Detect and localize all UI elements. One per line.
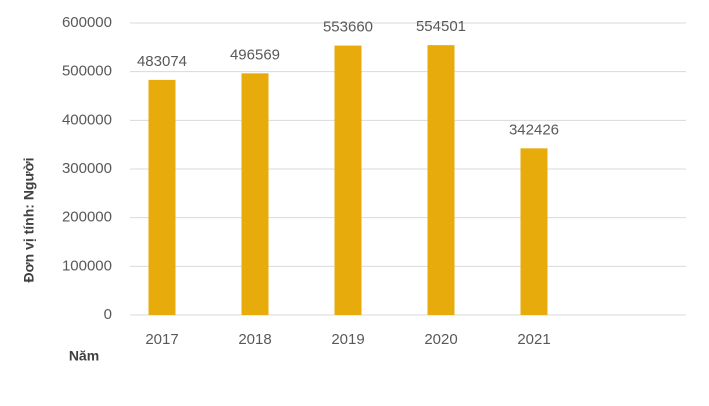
data-label: 496569 (230, 46, 280, 63)
x-axis-title: Năm (69, 348, 99, 364)
bar (241, 73, 269, 315)
y-tick-label: 0 (104, 306, 112, 323)
x-tick-label: 2018 (238, 331, 271, 348)
x-tick-label: 2019 (331, 331, 364, 348)
data-label: 553660 (323, 19, 373, 36)
data-label: 483074 (137, 53, 187, 70)
y-tick-label: 600000 (62, 14, 112, 31)
y-tick-label: 300000 (62, 160, 112, 177)
x-tick-label: 2017 (145, 331, 178, 348)
y-tick-label: 500000 (62, 63, 112, 80)
data-label: 342426 (509, 121, 559, 138)
bar (148, 79, 176, 315)
y-tick-label: 100000 (62, 257, 112, 274)
bar (334, 45, 362, 316)
data-label: 554501 (416, 18, 466, 35)
y-tick-label: 400000 (62, 111, 112, 128)
x-tick-label: 2020 (424, 331, 457, 348)
y-axis-title: Đơn vị tính: Người (21, 158, 37, 283)
bar (427, 45, 455, 315)
y-tick-label: 200000 (62, 209, 112, 226)
bar (520, 148, 548, 315)
x-tick-label: 2021 (517, 331, 550, 348)
